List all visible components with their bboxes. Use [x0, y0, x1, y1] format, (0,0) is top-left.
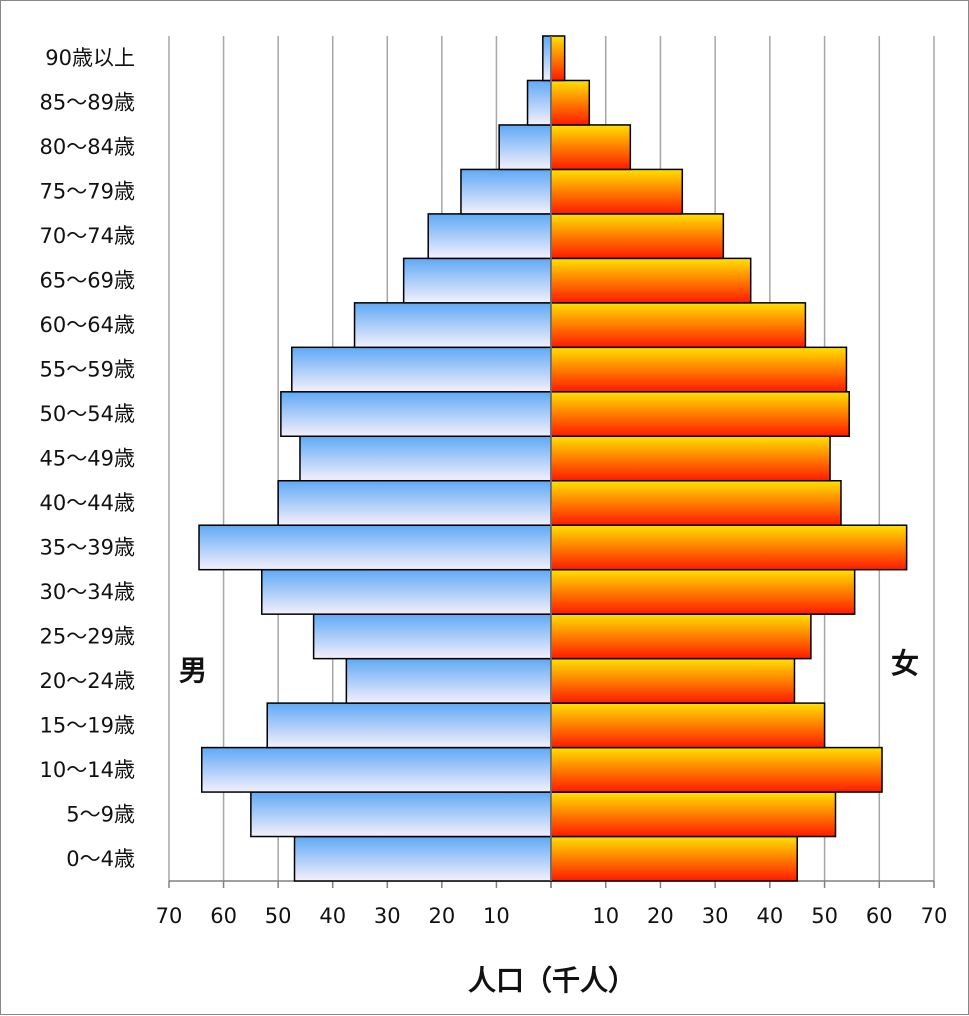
x-axis-title: 人口（千人） — [468, 964, 636, 997]
age-labels: 0〜4歳 5〜9歳 10〜14歳 15〜19歳 20〜24歳 25〜29歳 30〜34歳 35… — [40, 46, 135, 871]
x-tick-label-12: 60 — [866, 904, 893, 928]
bar-male-2 — [200, 746, 552, 793]
bar-male-16 — [498, 124, 552, 171]
x-tick-label-11: 50 — [811, 904, 838, 928]
x-tick-label-4: 30 — [374, 904, 401, 928]
bar-male-11 — [291, 346, 552, 393]
bar-female-15 — [550, 168, 684, 215]
x-tick-label-5: 20 — [428, 904, 455, 928]
age-label-18: 90歳以上 — [45, 46, 135, 70]
bar-male-10 — [280, 391, 552, 438]
bar-male-15 — [460, 168, 552, 215]
age-label-14: 70〜74歳 — [40, 224, 135, 248]
bar-male-4 — [345, 657, 552, 704]
bar-female-13 — [550, 257, 752, 304]
bar-female-8 — [550, 479, 842, 526]
bar-male-6 — [261, 568, 552, 615]
bar-male-17 — [526, 79, 552, 126]
bar-female-16 — [550, 124, 632, 171]
age-label-6: 30〜34歳 — [40, 580, 135, 604]
age-label-8: 40〜44歳 — [40, 491, 135, 515]
bar-male-8 — [277, 479, 552, 526]
bar-male-1 — [250, 791, 552, 838]
bar-male-5 — [312, 613, 552, 660]
age-label-0: 0〜4歳 — [66, 847, 135, 871]
age-label-12: 60〜64歳 — [40, 313, 135, 337]
x-tick-label-3: 40 — [319, 904, 346, 928]
bar-female-5 — [550, 613, 812, 660]
x-tick-label-13: 70 — [921, 904, 948, 928]
bar-male-7 — [198, 524, 552, 571]
age-label-3: 15〜19歳 — [40, 713, 135, 737]
x-tick-label-7: 10 — [592, 904, 619, 928]
age-label-16: 80〜84歳 — [40, 135, 135, 159]
bar-female-3 — [550, 702, 826, 749]
bar-male-13 — [402, 257, 552, 304]
bar-female-17 — [550, 79, 591, 126]
bar-male-9 — [299, 435, 552, 482]
age-label-15: 75〜79歳 — [40, 180, 135, 204]
age-label-17: 85〜89歳 — [40, 91, 135, 115]
bar-female-4 — [550, 657, 796, 704]
x-tick-label-9: 30 — [702, 904, 729, 928]
x-tick-label-6: 10 — [483, 904, 510, 928]
male-label: 男 — [179, 654, 207, 687]
x-tick-label-2: 50 — [265, 904, 292, 928]
bar-male-3 — [266, 702, 552, 749]
age-label-10: 50〜54歳 — [40, 402, 135, 426]
bar-female-9 — [550, 435, 831, 482]
age-label-5: 25〜29歳 — [40, 624, 135, 648]
bar-female-2 — [550, 746, 883, 793]
bar-male-0 — [293, 835, 552, 882]
age-label-4: 20〜24歳 — [40, 669, 135, 693]
age-label-1: 5〜9歳 — [66, 802, 135, 826]
age-label-7: 35〜39歳 — [40, 535, 135, 559]
bar-female-12 — [550, 302, 807, 349]
bar-female-14 — [550, 213, 725, 260]
bar-female-18 — [550, 35, 566, 82]
bars — [198, 35, 908, 882]
bar-female-10 — [550, 391, 850, 438]
age-label-11: 55〜59歳 — [40, 358, 135, 382]
bar-female-7 — [550, 524, 908, 571]
bar-female-1 — [550, 791, 837, 838]
bar-male-12 — [353, 302, 552, 349]
x-tick-label-8: 20 — [647, 904, 674, 928]
age-label-9: 45〜49歳 — [40, 447, 135, 471]
x-tick-label-0: 70 — [156, 904, 183, 928]
bar-male-18 — [542, 35, 552, 82]
x-tick-label-1: 60 — [210, 904, 237, 928]
age-label-2: 10〜14歳 — [40, 758, 135, 782]
bar-male-14 — [427, 213, 552, 260]
bar-female-0 — [550, 835, 798, 882]
x-tick-labels: 70 60 50 40 30 20 10 10 20 30 40 50 60 70 — [156, 904, 948, 928]
x-tick-label-10: 40 — [756, 904, 783, 928]
age-label-13: 65〜69歳 — [40, 269, 135, 293]
bar-female-11 — [550, 346, 848, 393]
female-label: 女 — [891, 647, 919, 680]
bar-female-6 — [550, 568, 856, 615]
